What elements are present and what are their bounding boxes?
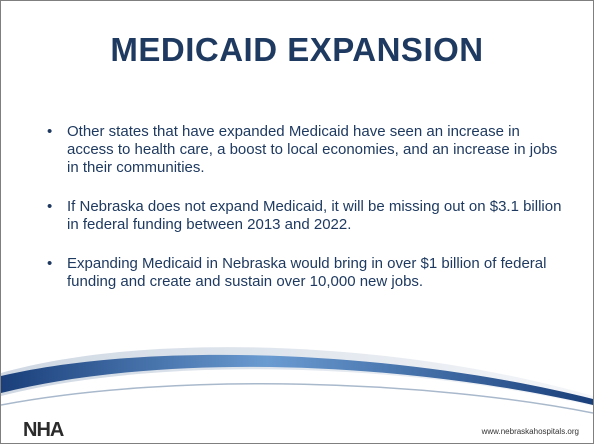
footer-url: www.nebraskahospitals.org [481, 427, 579, 436]
bullet: Expanding Medicaid in Nebraska would bri… [47, 255, 567, 291]
bullet: Other states that have expanded Medicaid… [47, 123, 567, 177]
swoosh-line [1, 383, 593, 414]
logo: NHA [23, 419, 64, 441]
slide-title: MEDICAID EXPANSION [110, 31, 484, 68]
bullet-list: Other states that have expanded Medicaid… [47, 123, 567, 312]
bullet: If Nebraska does not expand Medicaid, it… [47, 198, 567, 234]
swoosh-band [1, 354, 593, 405]
